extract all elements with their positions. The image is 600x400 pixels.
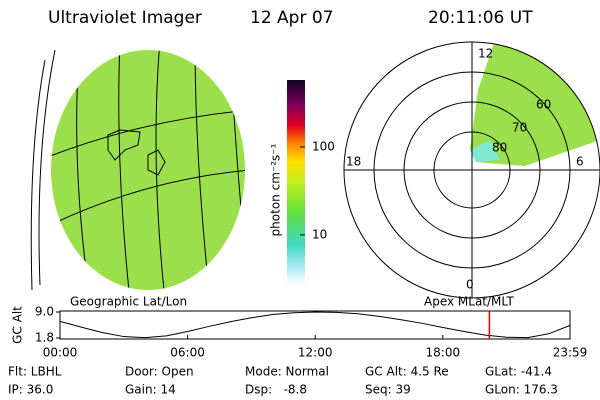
status-field: Door: Open: [125, 365, 194, 379]
y-axis-label: GC Alt: [11, 306, 25, 344]
lat-label: 60: [536, 98, 551, 112]
status-field: GLon: 176.3: [485, 383, 558, 397]
colorbar-label: photon cm⁻²s⁻¹: [269, 143, 283, 236]
colorbar-tick-label: 100: [312, 139, 335, 153]
panel-label: Geographic Lat/Lon: [70, 295, 187, 309]
x-tick-label: 06:00: [170, 346, 205, 360]
status-field: GC Alt: 4.5 Re: [365, 365, 449, 379]
polar-plot: [343, 41, 600, 299]
status-field: Dsp: -8.8: [245, 383, 307, 397]
mlt-label: 12: [478, 47, 493, 61]
title: Ultraviolet Imager: [48, 8, 202, 28]
time: 20:11:06 UT: [428, 8, 533, 28]
status-field: Gain: 14: [125, 383, 176, 397]
status-field: Mode: Normal: [245, 365, 329, 379]
y-tick-label: 9.0: [35, 305, 54, 319]
geo-image: [30, 49, 245, 291]
x-tick-label: 23:59: [553, 346, 588, 360]
status-field: IP: 36.0: [8, 383, 53, 397]
status-field: Flt: LBHL: [8, 365, 62, 379]
x-tick-label: 12:00: [298, 346, 333, 360]
status-field: Seq: 39: [365, 383, 411, 397]
mlt-label: 0: [466, 278, 474, 292]
panel-label: Apex MLat/MLT: [424, 295, 514, 309]
mlt-label: 6: [576, 155, 584, 169]
date: 12 Apr 07: [250, 8, 333, 28]
mlt-label: 18: [346, 155, 361, 169]
status-field: GLat: -41.4: [485, 365, 552, 379]
x-tick-label: 18:00: [426, 346, 461, 360]
altitude-line: [59, 311, 571, 339]
alt-frame: [59, 310, 571, 340]
lat-label: 70: [512, 121, 527, 135]
y-tick-label: 1.8: [35, 331, 54, 345]
colorbar: [287, 80, 305, 285]
x-tick-label: 00:00: [43, 346, 78, 360]
colorbar-tick-label: 10: [312, 227, 327, 241]
lat-label: 80: [492, 141, 507, 155]
